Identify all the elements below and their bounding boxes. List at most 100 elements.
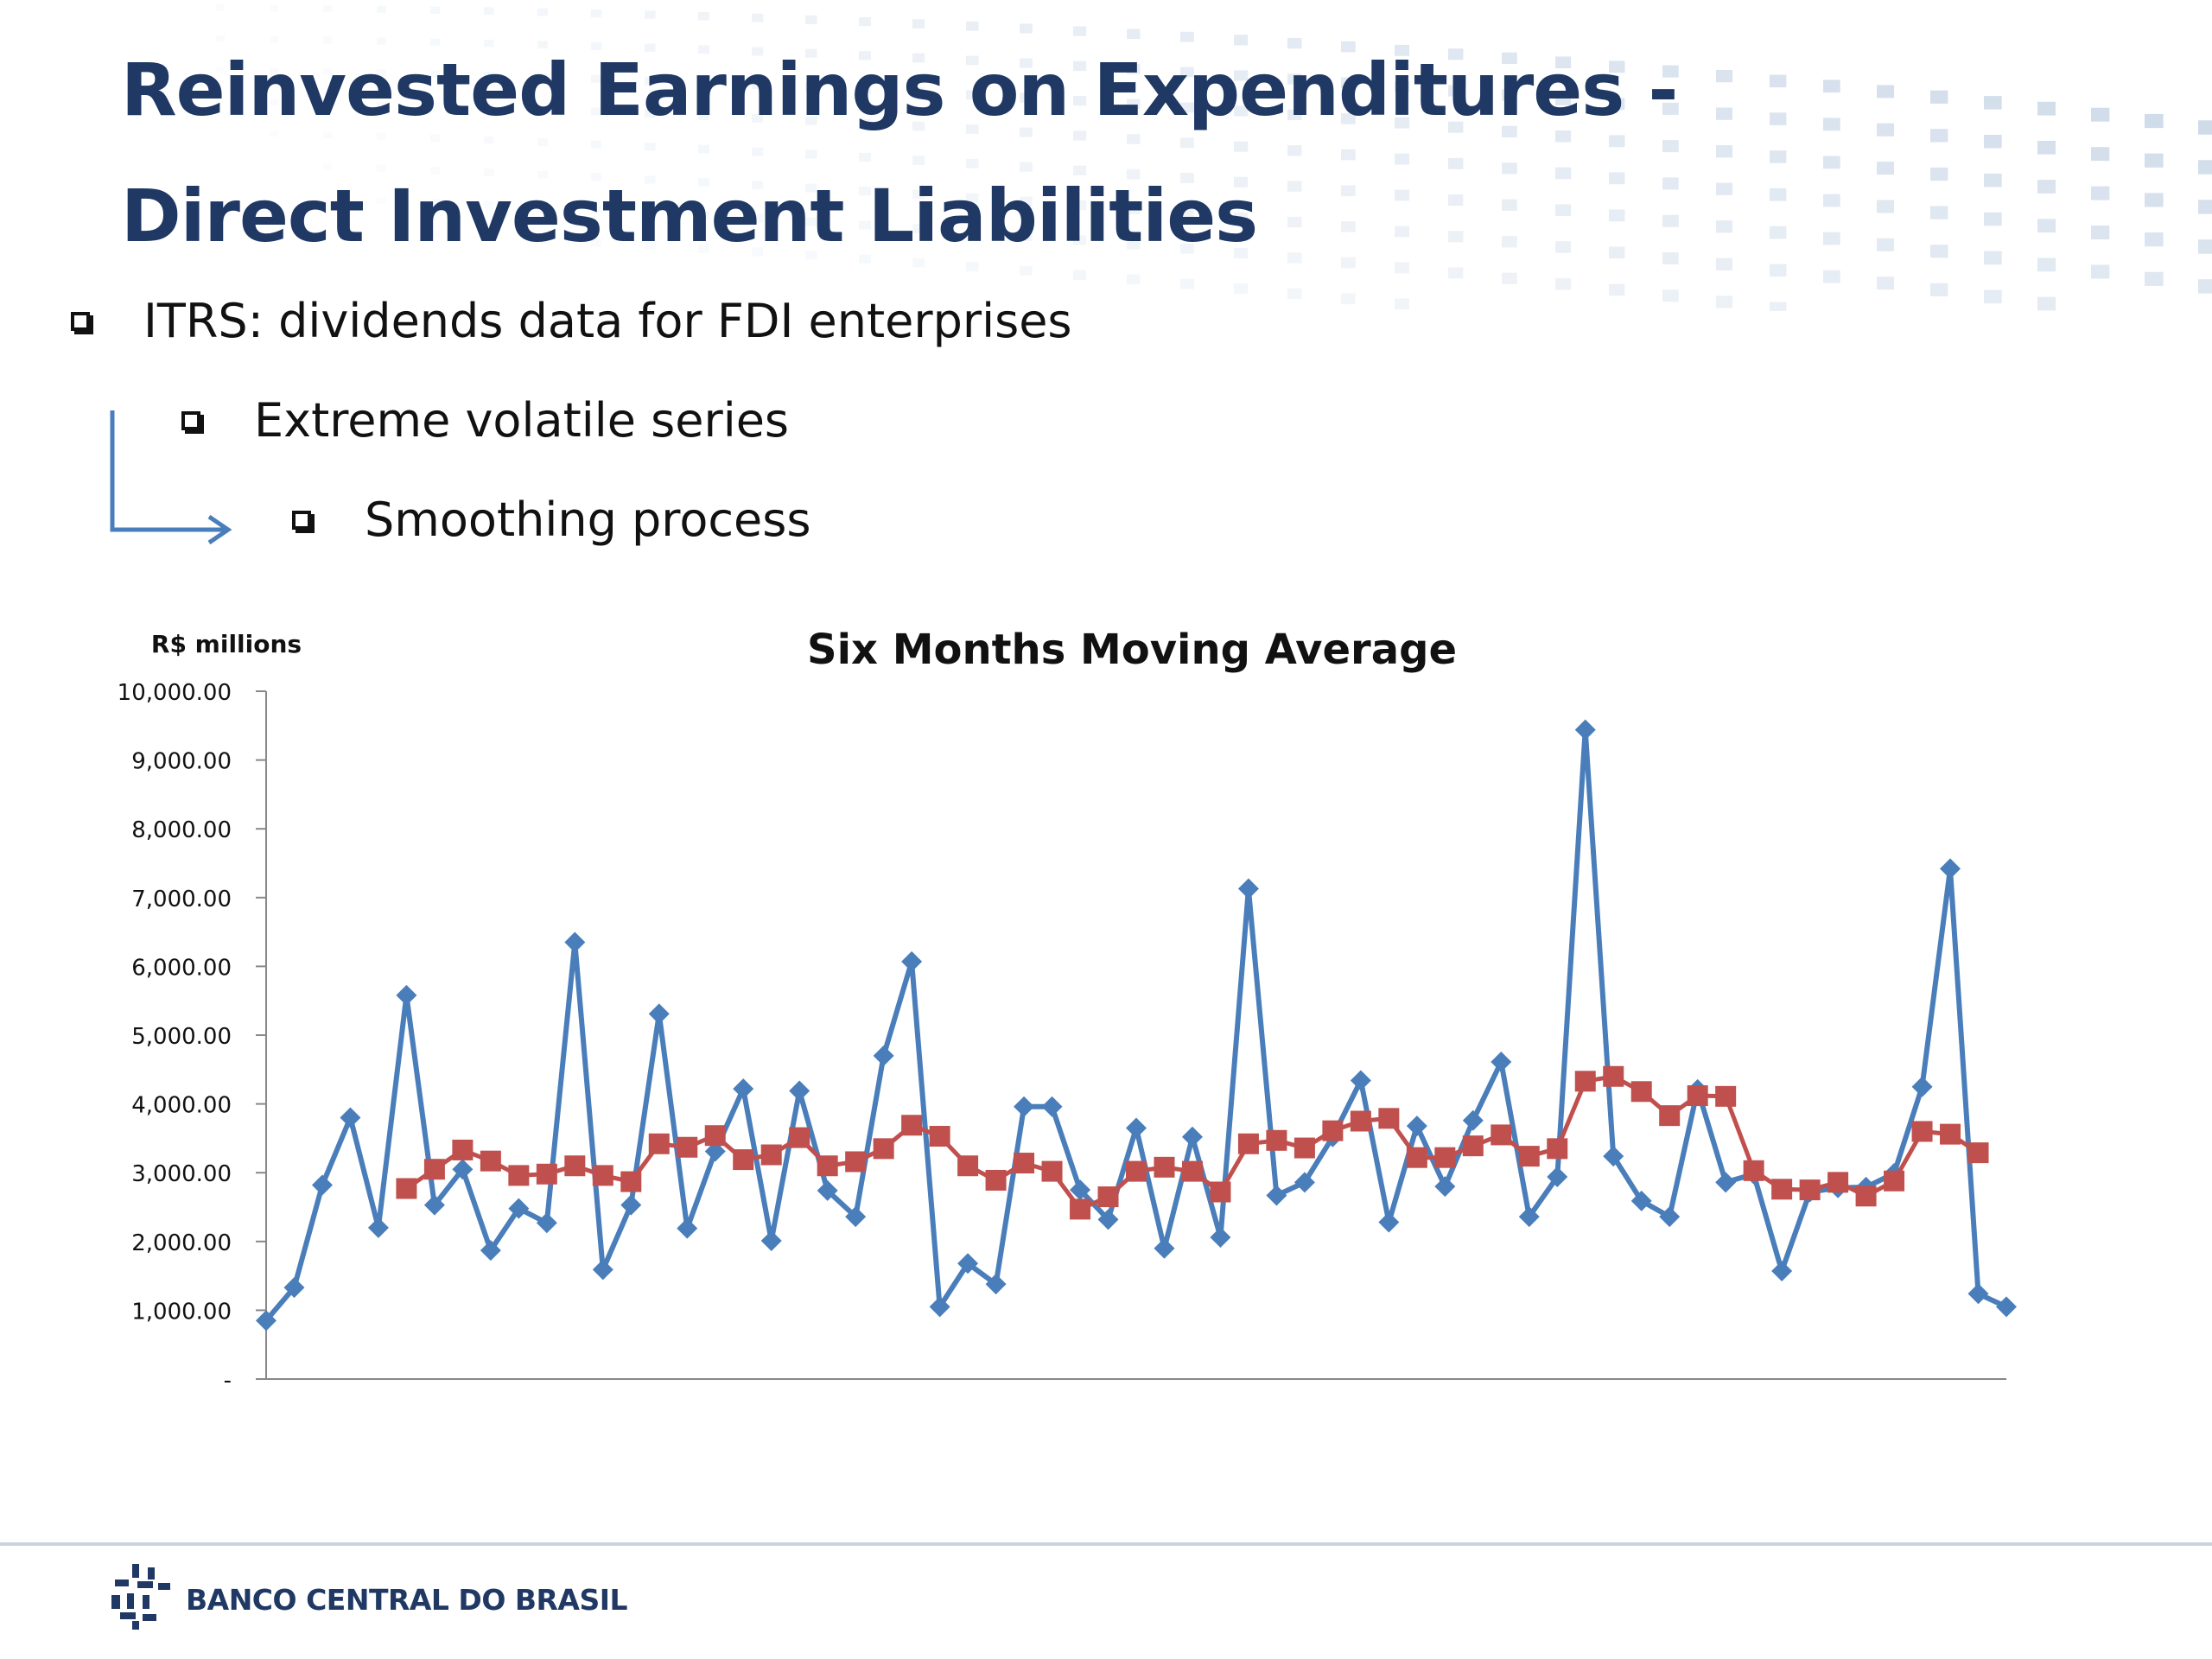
data-point-diamond (536, 1212, 557, 1234)
decoration-dot (591, 238, 602, 247)
decoration-dot (591, 74, 602, 83)
decoration-dot (484, 72, 494, 79)
decoration-dot (430, 102, 441, 111)
decoration-dot (591, 107, 602, 116)
decoration-dot (2037, 180, 2056, 194)
decoration-dot (270, 4, 279, 12)
decoration-dot (484, 7, 494, 16)
data-point-diamond (901, 950, 923, 972)
y-tick-label: 4,000.00 (131, 1093, 232, 1119)
decoration-dot (1020, 265, 1033, 276)
decoration-dot (270, 130, 279, 137)
data-point-diamond (677, 1217, 698, 1239)
decoration-dot (698, 78, 709, 87)
decoration-dot (859, 254, 871, 264)
decoration-dot (1127, 274, 1141, 285)
decoration-dot (1127, 99, 1141, 110)
decoration-dot (1020, 231, 1033, 241)
decoration-dot (912, 224, 925, 233)
series-line (264, 727, 2008, 1323)
data-point-square (1041, 1160, 1063, 1182)
decoration-dot (1395, 44, 1410, 56)
decoration-dot (645, 175, 656, 184)
bullet-text: ITRS: dividends data for FDI enterprises (143, 294, 1072, 348)
decoration-dot (2145, 232, 2164, 247)
data-point-square (1378, 1108, 1400, 1129)
decoration-dot (1448, 48, 1464, 60)
decoration-dot (752, 181, 764, 190)
decoration-dot (859, 152, 871, 162)
decoration-dot (698, 211, 709, 220)
decoration-dot (537, 41, 548, 49)
decoration-dot (2198, 120, 2212, 135)
decoration-dot (1609, 246, 1625, 259)
decoration-dot (805, 116, 817, 125)
decoration-dot (1930, 206, 1948, 219)
decoration-dot (1020, 23, 1033, 34)
decoration-dot (698, 11, 709, 21)
banco-central-logo-icon (111, 1564, 170, 1630)
decoration-dot (1502, 52, 1517, 65)
data-point-diamond (1266, 1185, 1287, 1206)
decoration-dot (859, 187, 871, 196)
decoration-dot (1127, 204, 1141, 214)
decoration-dot (1287, 37, 1302, 49)
data-point-diamond (620, 1194, 642, 1216)
decoration-dot (805, 15, 817, 24)
decoration-dot (1716, 69, 1733, 83)
data-point-square (1126, 1160, 1147, 1182)
decoration-dot (484, 168, 494, 176)
decoration-dot (2198, 200, 2212, 214)
decoration-dot (1662, 289, 1679, 302)
decoration-dot (698, 111, 709, 120)
decoration-dot (1448, 157, 1464, 169)
decoration-dot (2091, 147, 2110, 162)
decoration-dot (1609, 172, 1625, 185)
decoration-dot (591, 9, 602, 18)
decoration-dot (430, 198, 441, 207)
decoration-dot (1823, 194, 1840, 207)
decoration-dot (2145, 113, 2164, 129)
decoration-dot (1662, 251, 1679, 265)
data-point-square (536, 1163, 557, 1185)
decoration-dot (1448, 85, 1464, 97)
decoration-dot (323, 36, 333, 44)
data-point-square (1154, 1156, 1175, 1178)
decoration-dot (323, 5, 333, 12)
series-raw-dividends (256, 719, 2017, 1332)
decoration-dot (966, 193, 979, 203)
data-point-square (1799, 1179, 1821, 1201)
decoration-dot (966, 124, 979, 134)
decoration-dot (1662, 140, 1679, 153)
decoration-dot (645, 142, 656, 151)
decoration-dot (1127, 29, 1141, 40)
data-point-square (1210, 1181, 1231, 1203)
decoration-dot (430, 70, 441, 79)
decoration-dot (1127, 168, 1141, 180)
decoration-dot (2037, 257, 2056, 272)
decoration-dot (2091, 264, 2110, 279)
data-point-diamond (1154, 1237, 1175, 1259)
decoration-dot (591, 206, 602, 214)
decoration-dot (859, 220, 871, 230)
data-point-square (1967, 1142, 1989, 1164)
data-point-diamond (423, 1194, 445, 1216)
decoration-dot (1823, 118, 1840, 131)
decoration-dot (1341, 221, 1356, 232)
decoration-dot (966, 21, 979, 31)
data-point-square (957, 1155, 979, 1177)
decoration-dot (537, 105, 548, 114)
decoration-dot (2037, 140, 2056, 155)
decoration-dot (430, 38, 441, 47)
decoration-dot (1234, 35, 1249, 46)
decoration-dot (698, 144, 709, 154)
decoration-dot (1073, 200, 1087, 211)
decoration-dot (912, 257, 925, 268)
bullet-volatile: Extreme volatile series (181, 393, 789, 448)
decoration-dot (1930, 167, 1948, 181)
decoration-dot (1609, 209, 1625, 222)
data-point-diamond (367, 1217, 389, 1238)
data-point-square (789, 1127, 810, 1148)
decoration-dot (966, 158, 979, 168)
bullet-text: Smoothing process (365, 493, 811, 547)
